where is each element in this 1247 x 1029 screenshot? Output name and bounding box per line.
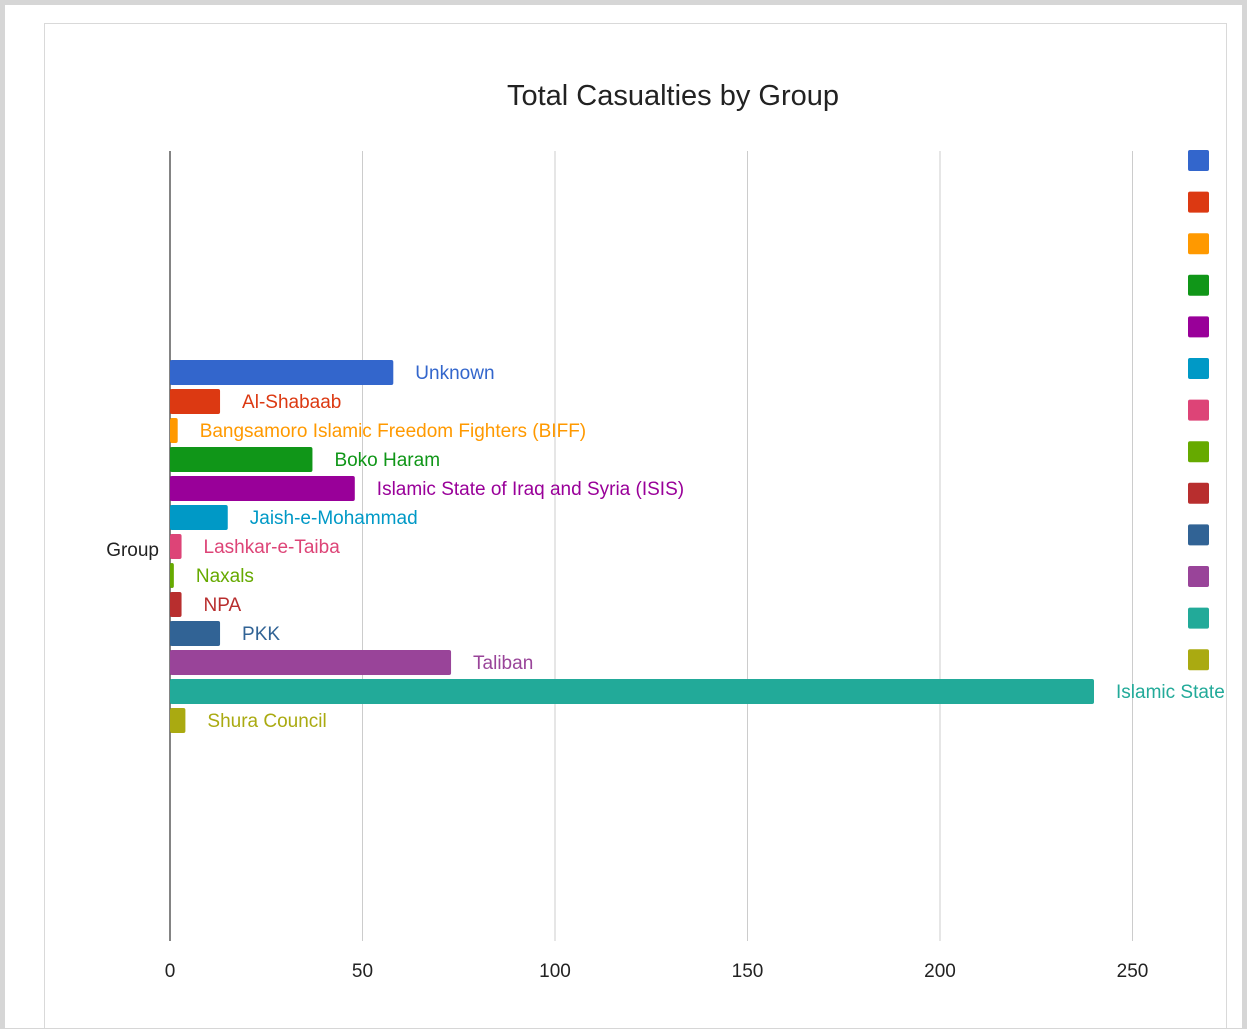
legend-swatch[interactable] xyxy=(1188,482,1209,504)
x-tick-label: 50 xyxy=(352,961,373,982)
legend-swatch[interactable] xyxy=(1188,316,1209,338)
x-tick-label: 250 xyxy=(1117,961,1149,982)
bar[interactable] xyxy=(170,505,228,530)
x-tick-label: 150 xyxy=(732,961,764,982)
bar-labels: Unknown Al-Shabaab Bangsamoro Islamic Free… xyxy=(196,363,1225,732)
bar-label: Islamic State xyxy=(1116,682,1225,703)
bar[interactable] xyxy=(170,708,186,733)
page-frame: Total Casualties by Group Unknown Al-Shab… xyxy=(5,5,1242,1028)
legend-swatch[interactable] xyxy=(1188,233,1209,255)
chart-panel: Total Casualties by Group Unknown Al-Shab… xyxy=(44,23,1227,1028)
legend-swatch[interactable] xyxy=(1188,607,1209,629)
x-axis-ticks: 0 50 100 150 200 250 xyxy=(165,961,1149,982)
bar-label: Boko Haram xyxy=(334,450,440,471)
bar[interactable] xyxy=(170,679,1094,704)
bar[interactable] xyxy=(170,447,313,472)
bar-label: Taliban xyxy=(473,653,533,674)
x-tick-label: 100 xyxy=(539,961,571,982)
legend-swatch[interactable] xyxy=(1188,150,1209,171)
bar-label: Shura Council xyxy=(207,711,326,732)
bar[interactable] xyxy=(170,621,221,646)
bar-label: Bangsamoro Islamic Freedom Fighters (BIF… xyxy=(200,421,586,442)
bar[interactable] xyxy=(170,534,182,559)
bar-label: Jaish-e-Mohammad xyxy=(250,508,418,529)
legend-swatch[interactable] xyxy=(1188,399,1209,421)
bar-label: NPA xyxy=(204,595,242,616)
bar[interactable] xyxy=(170,418,178,443)
legend-swatch[interactable] xyxy=(1188,358,1209,379)
bar[interactable] xyxy=(170,592,182,617)
bar-label: Naxals xyxy=(196,566,254,587)
y-axis-label: Group xyxy=(106,540,159,561)
legend-swatch[interactable] xyxy=(1188,566,1209,587)
bar[interactable] xyxy=(170,476,355,501)
x-tick-label: 200 xyxy=(924,961,956,982)
bar[interactable] xyxy=(170,563,174,588)
bar[interactable] xyxy=(170,389,221,414)
legend-swatch[interactable] xyxy=(1188,274,1209,296)
bar-label: PKK xyxy=(242,624,280,645)
bar-chart: Total Casualties by Group Unknown Al-Shab… xyxy=(106,80,1225,982)
x-tick-label: 0 xyxy=(165,961,176,982)
bar-label: Unknown xyxy=(415,363,494,384)
legend xyxy=(1188,150,1209,671)
legend-swatch[interactable] xyxy=(1188,524,1209,546)
chart-title: Total Casualties by Group xyxy=(507,80,839,112)
bar-label: Al-Shabaab xyxy=(242,392,341,413)
bars xyxy=(170,360,1094,733)
legend-swatch[interactable] xyxy=(1188,441,1209,463)
bar-label: Islamic State of Iraq and Syria (ISIS) xyxy=(377,479,684,500)
legend-swatch[interactable] xyxy=(1188,191,1209,213)
bar[interactable] xyxy=(170,360,394,385)
bar[interactable] xyxy=(170,650,452,675)
bar-label: Lashkar-e-Taiba xyxy=(204,537,341,558)
legend-swatch[interactable] xyxy=(1188,649,1209,671)
